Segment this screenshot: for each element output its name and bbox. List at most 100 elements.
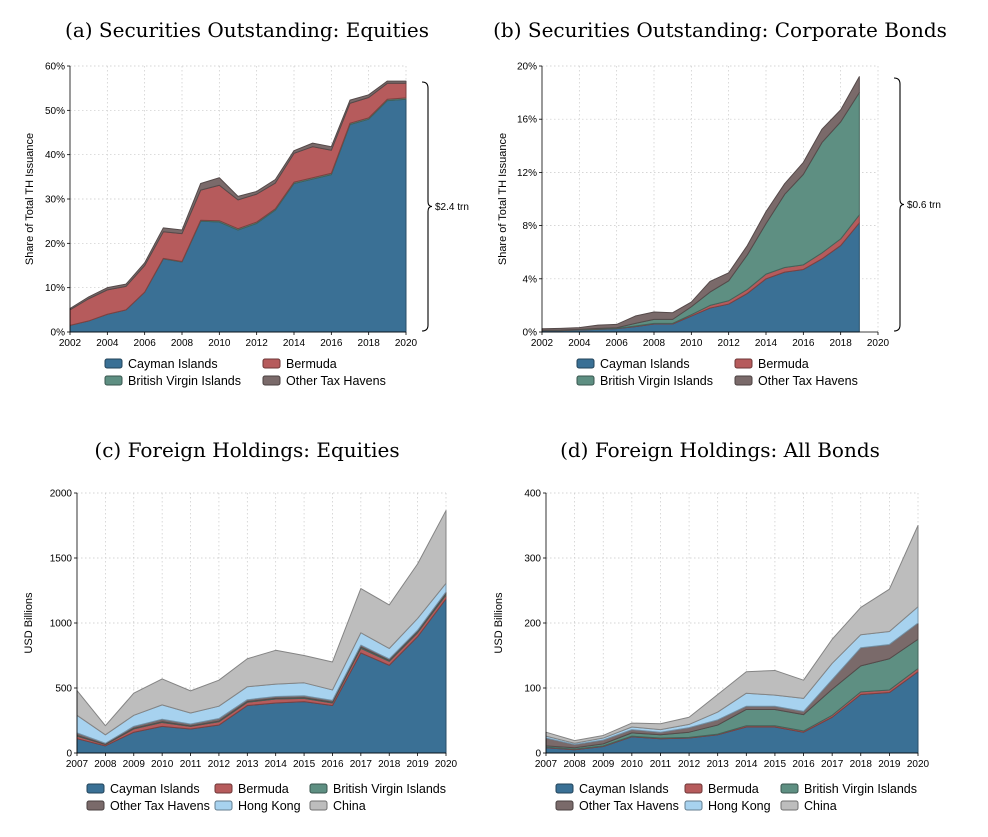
total-label: $2.4 trn [435,202,469,213]
legend-label: British Virgin Islands [600,374,713,388]
panel-c-holdings-equities: (c) Foreign Holdings: Equities 0 500 1000 15… [23,438,458,813]
x-tick-label: 2010 [151,759,174,770]
legend-item-other: Other Tax Havens [555,799,679,813]
legend-item-bermuda: Bermuda [262,357,337,371]
x-tick-label: 2006 [606,338,629,349]
legend-swatch [214,783,233,794]
legend-label: Bermuda [238,782,289,796]
legend-swatch [576,358,595,369]
legend-swatch [780,800,799,811]
x-tick-label: 2016 [320,338,343,349]
legend-label: British Virgin Islands [333,782,446,796]
x-tick-label: 2009 [592,759,615,770]
legend-item-cayman: Cayman Islands [576,357,690,371]
y-tick-label: 2000 [50,489,73,500]
x-tick-label: 2012 [678,759,701,770]
legend-item-cayman: Cayman Islands [555,782,669,796]
legend-label: Bermuda [708,782,759,796]
panel-d-holdings-all-bonds: (d) Foreign Holdings: All Bonds 0 100 200 30… [493,438,930,813]
legend-label: Bermuda [758,357,809,371]
legend-item-hongkong: Hong Kong [214,799,301,813]
legend-item-cayman: Cayman Islands [104,357,218,371]
legend-item-china: China [309,799,366,813]
legend-label: British Virgin Islands [128,374,241,388]
legend-label: British Virgin Islands [804,782,917,796]
y-axis-label: Share of Total TH Issuance [497,133,509,265]
legend-label: Other Tax Havens [110,799,210,813]
x-tick-label: 2016 [792,338,815,349]
legend-swatch [734,375,753,386]
y-tick-label: 20% [45,239,65,250]
legend-item-hongkong: Hong Kong [684,799,771,813]
legend-swatch [576,375,595,386]
chart-title: (d) Foreign Holdings: All Bonds [560,438,880,462]
y-tick-label: 8% [523,221,538,232]
legend-label: Other Tax Havens [579,799,679,813]
legend-item-bvi: British Virgin Islands [576,374,713,388]
x-tick-label: 2012 [246,338,269,349]
legend-item-bvi: British Virgin Islands [780,782,917,796]
x-tick-label: 2016 [321,759,344,770]
y-tick-label: 500 [55,684,72,695]
x-tick-label: 2012 [718,338,741,349]
y-tick-label: 0 [66,749,72,760]
x-tick-label: 2007 [66,759,89,770]
total-brace [421,81,433,332]
x-tick-label: 2007 [535,759,558,770]
x-tick-label: 2008 [643,338,666,349]
y-tick-label: 0 [535,749,541,760]
y-tick-label: 200 [524,619,541,630]
legend-swatch [104,375,123,386]
legend-label: Cayman Islands [579,782,669,796]
x-tick-label: 2004 [568,338,591,349]
x-tick-label: 2020 [435,759,458,770]
x-tick-label: 2010 [680,338,703,349]
x-tick-label: 2018 [850,759,873,770]
y-tick-label: 12% [517,168,537,179]
legend-swatch [262,358,281,369]
legend-item-cayman: Cayman Islands [86,782,200,796]
x-tick-label: 2011 [650,759,672,770]
x-tick-label: 2013 [236,759,259,770]
y-tick-label: 0% [51,328,66,339]
legend-item-bermuda: Bermuda [684,782,759,796]
x-tick-label: 2008 [171,338,194,349]
legend-swatch [780,783,799,794]
x-tick-label: 2020 [395,338,418,349]
legend-swatch [86,783,105,794]
series-area-china [545,525,919,744]
total-brace [893,77,905,332]
x-tick-label: 2015 [293,759,316,770]
legend-item-bvi: British Virgin Islands [104,374,241,388]
x-tick-label: 2014 [735,759,758,770]
x-tick-label: 2014 [755,338,778,349]
legend-label: Hong Kong [708,799,771,813]
y-tick-label: 400 [524,489,541,500]
x-tick-label: 2019 [406,759,429,770]
x-tick-label: 2014 [283,338,306,349]
series-area-china [76,510,447,736]
x-tick-label: 2012 [208,759,231,770]
legend-swatch [684,800,703,811]
x-tick-label: 2014 [265,759,288,770]
legend-swatch [555,783,574,794]
series-area-other [69,80,407,311]
legend-label: Other Tax Havens [286,374,386,388]
x-tick-label: 2019 [878,759,901,770]
legend-label: China [333,799,366,813]
x-tick-label: 2008 [94,759,117,770]
x-tick-label: 2017 [821,759,844,770]
y-tick-label: 4% [523,274,538,285]
x-tick-label: 2010 [208,338,231,349]
legend-label: Cayman Islands [110,782,200,796]
legend-swatch [214,800,233,811]
total-label: $0.6 trn [907,200,941,211]
legend-swatch [262,375,281,386]
legend-label: Bermuda [286,357,337,371]
y-tick-label: 1000 [50,619,73,630]
legend-swatch [555,800,574,811]
y-axis-label: USD Billions [23,592,35,654]
legend-swatch [684,783,703,794]
legend-label: Other Tax Havens [758,374,858,388]
